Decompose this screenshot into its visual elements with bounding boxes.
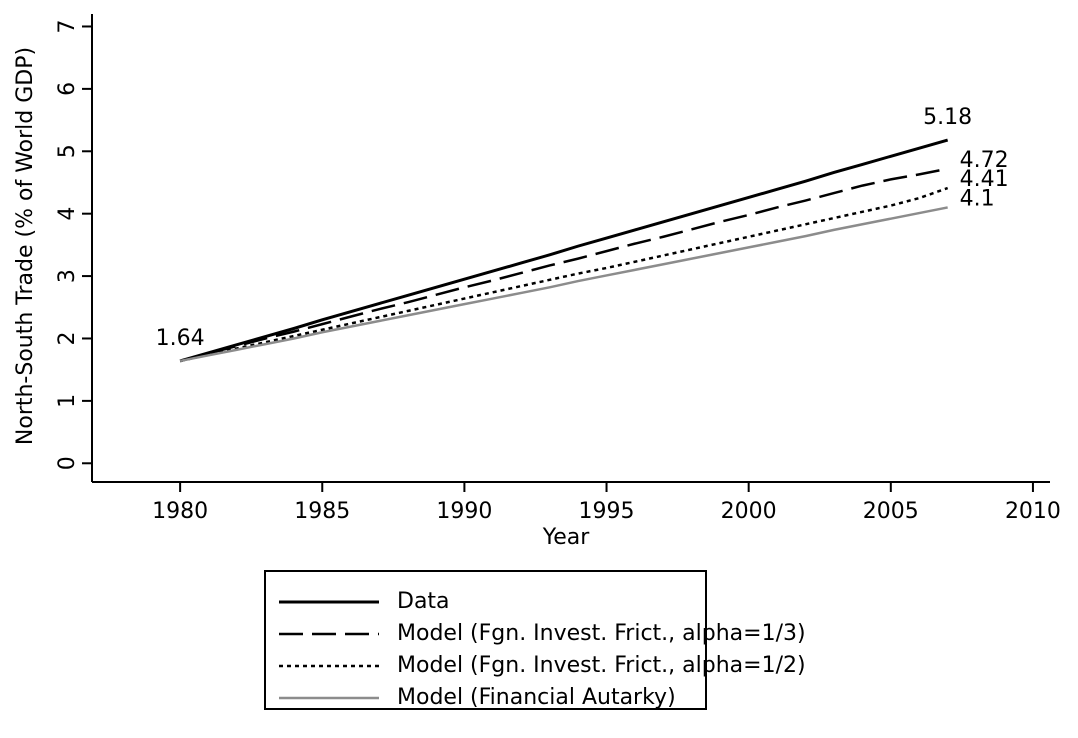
x-tick-label: 2000	[721, 499, 777, 524]
series-line	[179, 206, 948, 363]
legend-label: Model (Financial Autarky)	[397, 685, 676, 710]
legend-box	[264, 570, 707, 710]
value-label: 5.18	[923, 105, 972, 130]
x-tick-label: 1990	[436, 499, 492, 524]
x-tick-label: 2005	[863, 499, 919, 524]
legend-label: Model (Fgn. Invest. Frict., alpha=1/3)	[397, 621, 806, 646]
y-axis-title: North-South Trade (% of World GDP)	[13, 47, 38, 445]
x-tick-label: 1980	[152, 499, 208, 524]
value-label: 4.41	[960, 167, 1009, 192]
y-tick-label: 7	[55, 19, 80, 33]
x-tick-label: 2010	[1005, 499, 1061, 524]
x-axis-title: Year	[542, 525, 591, 550]
x-tick-label: 1985	[294, 499, 350, 524]
y-tick-label: 2	[55, 331, 80, 345]
value-label: 4.1	[960, 186, 995, 211]
y-tick-label: 0	[55, 456, 80, 470]
x-tick-label: 1995	[579, 499, 635, 524]
value-label: 4.72	[960, 148, 1009, 173]
y-tick-label: 3	[55, 269, 80, 283]
value-label: 1.64	[156, 326, 205, 351]
legend-label: Data	[397, 589, 450, 614]
series-line	[179, 138, 949, 363]
y-tick-label: 6	[55, 82, 80, 96]
series-line	[179, 167, 948, 363]
y-tick-label: 5	[55, 144, 80, 158]
legend-label: Model (Fgn. Invest. Frict., alpha=1/2)	[397, 653, 806, 678]
series-line	[179, 186, 949, 363]
y-tick-label: 1	[55, 394, 80, 408]
y-tick-label: 4	[55, 207, 80, 221]
